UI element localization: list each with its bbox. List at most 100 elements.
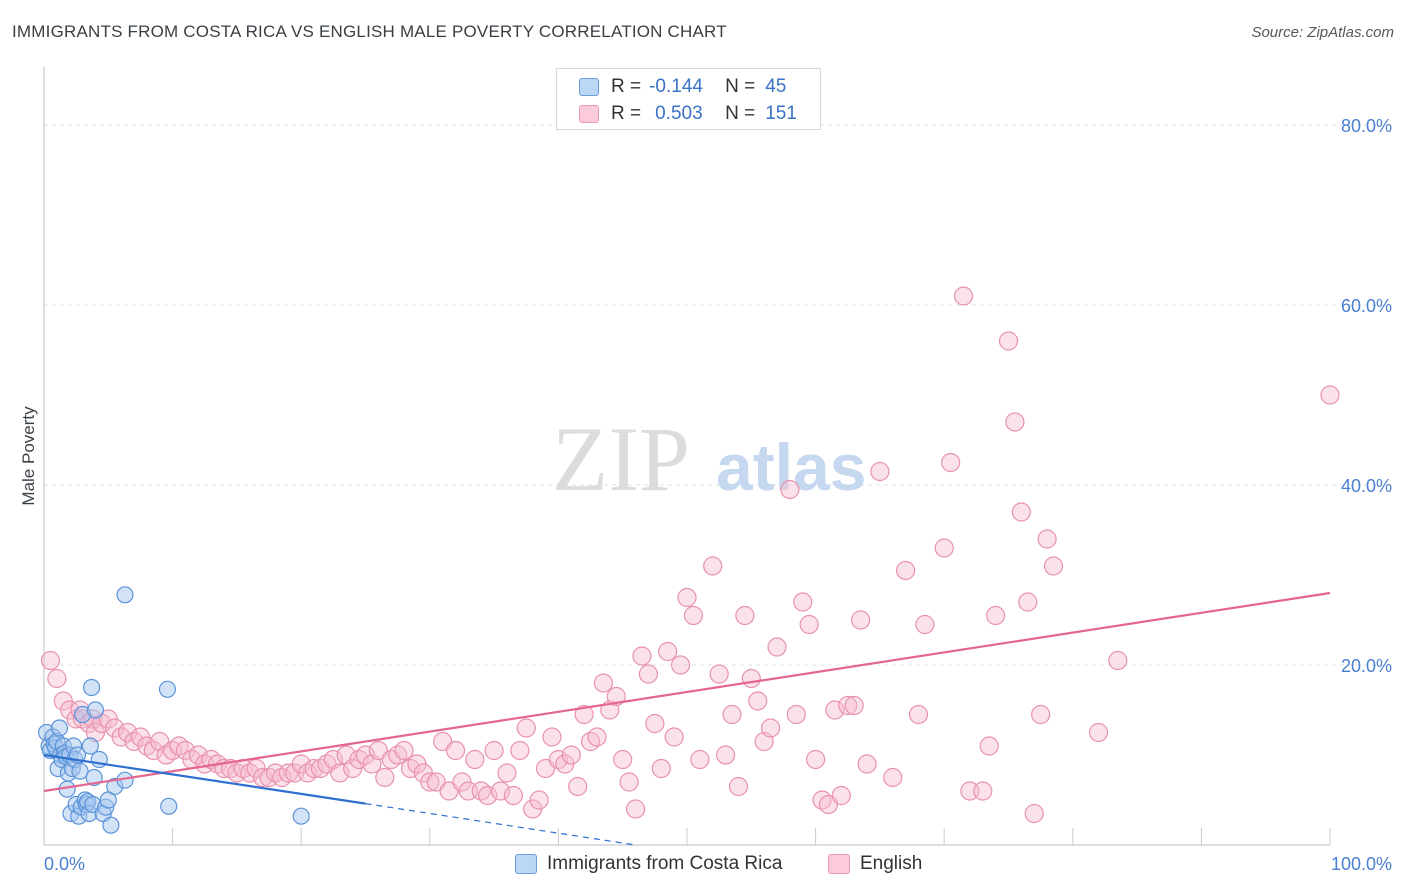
bottom-legend-costa-rica: Immigrants from Costa Rica: [515, 852, 782, 876]
costa-rica-point: [102, 816, 120, 834]
english-point: [780, 479, 800, 500]
legend-n-label: N =: [725, 103, 756, 124]
english-point: [632, 646, 652, 666]
correlation-legend: R = -0.144 N = 45 R = 0.503 N = 151: [556, 68, 821, 130]
y-tick-label: 40.0%: [1341, 476, 1392, 496]
blue-swatch-icon: [579, 78, 599, 96]
english-point: [465, 749, 485, 770]
english-point: [47, 668, 67, 689]
blue-swatch-icon: [515, 854, 537, 874]
english-point: [593, 673, 614, 693]
english-point: [896, 560, 916, 581]
english-points: [40, 286, 1340, 824]
english-point: [375, 767, 395, 788]
english-point: [838, 695, 858, 716]
english-point: [748, 691, 768, 711]
english-point: [677, 587, 697, 608]
y-tick-label: 20.0%: [1341, 656, 1392, 676]
english-point: [1037, 529, 1057, 549]
costa-rica-point: [81, 737, 99, 755]
english-point: [1320, 385, 1340, 405]
english-point: [831, 785, 851, 806]
costa-rica-trend-extension: [365, 803, 636, 846]
english-point: [986, 605, 1006, 626]
english-point: [587, 727, 607, 747]
legend-n-value: 45: [765, 76, 787, 97]
english-point: [1005, 412, 1025, 432]
english-point: [805, 749, 826, 770]
y-tick-label: 80.0%: [1341, 116, 1392, 136]
english-trend-line: [43, 591, 1331, 793]
english-point: [973, 781, 993, 801]
english-point: [1043, 556, 1064, 576]
english-point: [953, 286, 974, 306]
english-point: [420, 772, 440, 792]
watermark-atlas: atlas: [716, 430, 866, 504]
english-point: [40, 650, 61, 671]
english-point: [529, 790, 549, 810]
english-point: [638, 664, 659, 684]
english-point: [767, 637, 787, 657]
english-point: [760, 718, 781, 738]
watermark-zip: ZIP: [552, 408, 690, 510]
costa-rica-point: [85, 768, 103, 787]
english-point: [715, 745, 736, 765]
english-point: [1024, 803, 1044, 824]
english-point: [979, 736, 999, 756]
english-point: [670, 655, 691, 675]
english-point: [825, 700, 845, 720]
costa-rica-points: [37, 586, 310, 834]
legend-n-label: N =: [725, 76, 756, 97]
costa-rica-point: [50, 719, 69, 737]
english-point: [728, 776, 749, 797]
costa-rica-point: [82, 678, 101, 697]
bottom-legend-label: Immigrants from Costa Rica: [547, 853, 783, 874]
english-point: [625, 799, 646, 819]
trend-lines: [43, 591, 1331, 846]
english-point: [857, 754, 877, 774]
english-point: [934, 538, 954, 558]
axes: [43, 67, 1330, 846]
english-point: [574, 704, 594, 725]
costa-rica-point: [116, 586, 134, 604]
pink-swatch-icon: [579, 105, 599, 123]
tick-labels: 20.0% 40.0% 60.0% 80.0% 0.0% 100.0%: [44, 116, 1392, 874]
english-point: [484, 740, 504, 761]
english-point: [1088, 722, 1109, 743]
english-point: [735, 605, 755, 626]
x-tick-label: 100.0%: [1331, 854, 1392, 874]
english-point: [709, 664, 729, 684]
english-point: [1018, 592, 1038, 612]
english-point: [510, 740, 530, 761]
source-credit: Source: ZipAtlas.com: [1251, 24, 1394, 41]
costa-rica-trend-line: [43, 753, 366, 805]
english-point: [619, 772, 639, 792]
bottom-legend-label: English: [860, 853, 923, 874]
chart-title: IMMIGRANTS FROM COSTA RICA VS ENGLISH MA…: [12, 22, 727, 41]
english-point: [394, 740, 414, 761]
legend-r-label: R =: [611, 103, 642, 124]
english-point: [561, 745, 581, 765]
english-point: [478, 785, 498, 806]
english-point: [722, 704, 742, 725]
english-point: [330, 763, 350, 783]
english-point: [568, 776, 588, 797]
english-point: [613, 749, 633, 770]
english-point: [503, 785, 523, 806]
legend-row-english: R = 0.503 N = 151: [579, 102, 797, 126]
english-point: [497, 763, 517, 783]
english-point: [690, 749, 710, 770]
english-point: [883, 767, 903, 788]
english-point: [542, 727, 562, 747]
legend-r-value: 0.503: [655, 103, 703, 124]
pink-swatch-icon: [828, 854, 850, 874]
english-point: [651, 758, 671, 779]
watermark: ZIP atlas: [552, 408, 866, 510]
costa-rica-point: [158, 680, 177, 698]
english-point: [645, 713, 665, 734]
legend-r-value: -0.144: [649, 76, 703, 97]
english-point: [304, 758, 324, 779]
english-point: [844, 695, 864, 716]
x-tick-label: 0.0%: [44, 854, 85, 874]
english-point: [793, 592, 813, 612]
